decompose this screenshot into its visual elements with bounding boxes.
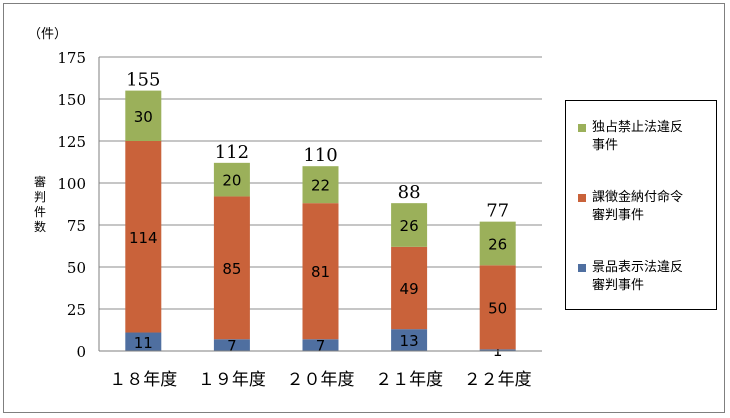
legend-swatch-premiums — [578, 264, 586, 272]
data-label: 26 — [400, 217, 419, 235]
legend-label-antimonopoly: 独占禁止法違反 事件 — [592, 120, 684, 153]
x-tick-label: ２２年度 — [464, 370, 532, 390]
bar-segment — [125, 141, 162, 333]
bar-segment — [302, 166, 339, 204]
data-label: 20 — [222, 172, 241, 190]
data-label: 81 — [311, 263, 330, 281]
x-tick-label: １８年度 — [109, 370, 177, 390]
legend-item-antimonopoly: 独占禁止法違反 事件 — [578, 119, 712, 155]
y-axis-title-char: 件 — [34, 205, 46, 219]
data-label: 22 — [311, 177, 330, 195]
y-tick-label: 150 — [57, 91, 86, 109]
bar-segment — [213, 196, 250, 340]
y-tick-label: 50 — [67, 259, 86, 277]
bars: 1111430155785201127812211013492688150267… — [125, 70, 516, 360]
bar-segment — [479, 221, 516, 266]
bar-segment — [125, 332, 162, 351]
bar-segment — [391, 203, 428, 247]
y-axis-title-char: 判 — [34, 190, 46, 204]
y-axis-title-char: 審 — [34, 174, 46, 189]
y-tick-label: 100 — [57, 175, 86, 193]
data-label: 50 — [488, 299, 507, 317]
total-label: 88 — [398, 182, 421, 203]
legend-label-premiums: 景品表示法違反 審判事件 — [592, 260, 684, 293]
y-unit-label: （件） — [28, 27, 67, 42]
legend-swatch-antimonopoly — [578, 124, 586, 132]
data-label: 114 — [129, 229, 158, 247]
legend-label-surcharge: 課徴金納付命令 審判事件 — [592, 190, 684, 223]
legend-item-surcharge: 課徴金納付命令 審判事件 — [578, 189, 712, 225]
data-label: 11 — [134, 334, 153, 352]
data-label: 7 — [316, 337, 326, 355]
axes: 0 25 50 75 100 125 150 175 １８年度 １９年度 ２０年度 ２１年度 ２２年度 — [57, 49, 542, 390]
bar-segment — [213, 162, 250, 197]
bar-segment — [391, 329, 428, 351]
legend: 独占禁止法違反 事件 課徴金納付命令 審判事件 景品表示法違反 審判事件 — [565, 100, 717, 310]
data-label: 30 — [134, 108, 153, 126]
y-tick-label: 125 — [57, 133, 86, 151]
data-label: 49 — [400, 280, 419, 298]
y-tick-label: 75 — [67, 217, 86, 235]
bar-segment — [479, 349, 516, 351]
x-tick-label: ２０年度 — [287, 370, 355, 390]
bar-segment — [213, 339, 250, 351]
bar-segment — [391, 246, 428, 330]
y-axis-title-char: 数 — [34, 219, 46, 234]
bar-segment — [302, 203, 339, 340]
data-label: 26 — [488, 235, 507, 253]
x-tick-label: ２１年度 — [375, 370, 443, 390]
legend-swatch-surcharge — [578, 194, 586, 202]
bar-segment — [125, 90, 162, 141]
total-label: 110 — [303, 145, 337, 166]
gridlines — [99, 56, 542, 310]
data-label: 85 — [222, 260, 241, 278]
total-label: 155 — [126, 70, 160, 91]
legend-item-premiums: 景品表示法違反 審判事件 — [578, 259, 712, 295]
total-label: 112 — [215, 142, 249, 163]
total-label: 77 — [486, 201, 509, 222]
y-tick-label: 0 — [76, 343, 86, 361]
bar-segment — [479, 265, 516, 350]
bar-segment — [302, 339, 339, 351]
data-label: 7 — [227, 337, 237, 355]
y-tick-label: 25 — [67, 301, 86, 319]
y-tick-label: 175 — [57, 49, 86, 67]
x-tick-label: １９年度 — [198, 370, 266, 390]
data-label: 13 — [400, 332, 419, 350]
